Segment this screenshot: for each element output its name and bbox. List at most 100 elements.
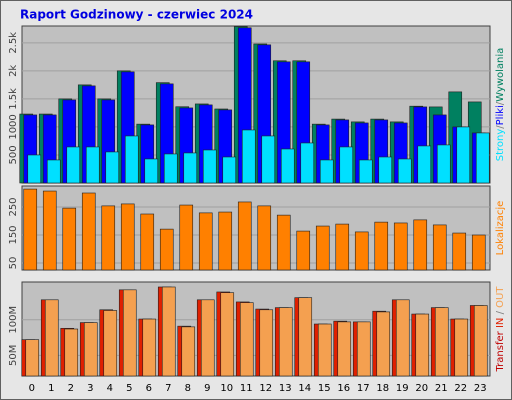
panel [21,185,491,271]
bar [434,307,449,377]
bar [103,310,118,377]
bar [261,135,276,184]
bar [124,135,139,184]
y-tick-label: 1000 [8,114,19,139]
x-tick-label: 21 [435,383,448,394]
bar [46,159,61,184]
bar [85,146,100,184]
bar [179,204,194,271]
bar [395,299,410,377]
bar [200,299,215,377]
legend-entry: Strony [495,129,506,162]
bar [25,339,40,377]
legend-entry: IN [495,318,506,328]
bar [358,159,373,184]
x-tick-label: 4 [107,383,113,394]
x-tick-label: 3 [87,383,93,394]
bar [276,214,291,271]
bar [220,292,235,377]
bar [42,190,57,271]
bar [456,126,471,184]
bar [202,149,217,184]
bar [23,188,38,271]
x-tick-label: 15 [318,383,331,394]
x-tick-label: 1 [48,383,54,394]
bar [436,144,451,184]
bar [62,207,77,271]
bar [452,232,467,271]
legend-entry: Lokalizacje [495,201,506,256]
y-tick-label: 2k [8,65,19,77]
x-tick-label: 12 [259,383,272,394]
chart-title: Raport Godzinowy - czerwiec 2024 [20,8,253,22]
x-tick-label: 14 [298,383,311,394]
bar [64,328,79,377]
bar [315,225,330,271]
bar [222,156,237,184]
bar [105,151,120,184]
bar [354,231,369,271]
y-tick-label: 100M [8,306,19,334]
bar [432,224,447,271]
bar [257,205,272,271]
y-tick-label: 500 [8,145,19,164]
bar [454,318,469,377]
x-tick-label: 13 [279,383,292,394]
legend: Strony/Pliki/Wywolania [495,48,506,162]
legend: Lokalizacje [495,201,506,256]
bar [319,159,334,184]
y-tick-label: 2.5k [8,32,19,54]
x-tick-label: 20 [415,383,428,394]
legend-label: Transfer [495,330,506,372]
bar [259,309,274,377]
bar [122,289,137,377]
bar [161,286,176,377]
x-tick-label: 19 [396,383,409,394]
legend-separator: / [495,101,506,105]
bar [415,313,430,377]
y-tick-label: 1.5k [8,88,19,110]
bar [339,146,354,184]
x-tick-label: 7 [165,383,171,394]
bar [296,230,311,271]
x-tick-label: 5 [126,383,132,394]
bar [66,146,81,184]
bar [393,222,408,271]
bar [239,302,254,377]
bar [280,148,295,184]
bar [27,154,42,184]
bar [142,318,157,377]
bar [44,299,59,377]
bar [317,323,332,377]
bar [278,307,293,377]
legend-separator: / [495,125,506,129]
legend-entry: Pliki [495,105,506,125]
bar [413,219,428,271]
bar [83,322,98,377]
bar [417,145,432,184]
bar [81,192,96,271]
bar [471,234,486,271]
bar [376,311,391,377]
bar [374,221,389,271]
bar [237,201,252,271]
x-tick-label: 8 [185,383,191,394]
x-tick-label: 10 [220,383,233,394]
bar [159,228,174,271]
bar [473,305,488,377]
bar [298,297,313,377]
legend: Transfer IN / OUT [495,286,506,373]
bar [475,132,490,184]
bar [218,211,233,271]
bar [241,129,256,184]
bar [300,142,315,184]
bar [337,321,352,377]
bar [397,158,412,184]
x-tick-label: 0 [29,383,35,394]
bar [378,156,393,184]
y-tick-label: 50M [8,345,19,366]
x-tick-label: 16 [337,383,350,394]
legend-separator: / [495,308,506,318]
legend-entry: OUT [495,286,506,308]
